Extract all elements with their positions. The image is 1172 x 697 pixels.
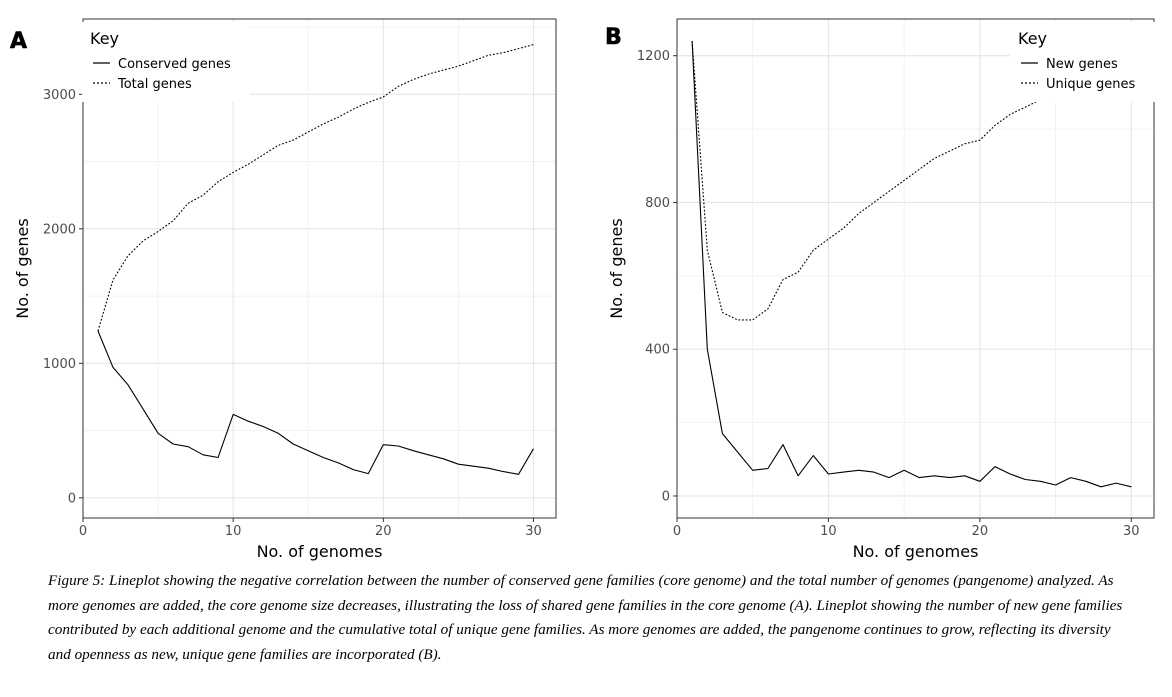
panel-a: A 0 10 20 30 0 1000 2000 3000 No. of genomes No… (10, 18, 557, 561)
legend-label-unique-genes: Unique genes (1046, 77, 1135, 92)
y-tick-label: 800 (645, 196, 670, 211)
y-tick-label: 1200 (637, 49, 670, 64)
y-tick-label: 2000 (43, 222, 76, 237)
plot-lines (691, 40, 1132, 488)
panel-label-b: B (605, 25, 622, 50)
legend-title: Key (90, 29, 119, 48)
legend-background (82, 22, 250, 102)
legend-label-new-genes: New genes (1046, 57, 1118, 72)
x-tick-label: 30 (1123, 524, 1140, 539)
axes: 0 10 20 30 0 400 800 1200 (637, 49, 1140, 539)
series-line-conserved-genes (97, 330, 534, 475)
plot-lines (97, 44, 534, 475)
x-tick-label: 10 (225, 524, 242, 539)
x-tick-label: 20 (375, 524, 392, 539)
legend: Key New genes Unique genes (1010, 22, 1160, 102)
y-tick-label: 400 (645, 343, 670, 358)
x-tick-label: 0 (673, 524, 681, 539)
legend-background (1010, 22, 1160, 102)
legend-label-total-genes: Total genes (117, 77, 192, 92)
legend: Key Conserved genes Total genes (82, 22, 250, 102)
legend-label-conserved-genes: Conserved genes (118, 57, 231, 72)
x-tick-label: 10 (820, 524, 837, 539)
y-tick-label: 0 (662, 489, 670, 504)
y-tick-label: 1000 (43, 357, 76, 372)
y-tick-label: 3000 (43, 88, 76, 103)
panel-b: B 0 10 20 30 0 400 800 1200 No. of genomes No. … (605, 18, 1160, 561)
figure-caption: Figure 5: Lineplot showing the negative … (48, 572, 1123, 663)
panel-label-a: A (10, 29, 27, 54)
grid-minor (677, 19, 1154, 518)
legend-title: Key (1018, 29, 1047, 48)
grid-major (676, 19, 1154, 518)
series-line-total-genes (97, 44, 534, 332)
plot-frame (82, 18, 557, 519)
x-tick-label: 30 (525, 524, 542, 539)
axes: 0 10 20 30 0 1000 2000 3000 (43, 88, 542, 539)
x-axis-label: No. of genomes (257, 542, 383, 561)
series-line-new-genes (691, 40, 1132, 488)
y-tick-label: 0 (68, 491, 76, 506)
x-axis-label: No. of genomes (853, 542, 979, 561)
y-axis-label: No. of genes (607, 218, 626, 318)
x-tick-label: 20 (972, 524, 989, 539)
plot-frame (676, 18, 1155, 519)
x-tick-label: 0 (79, 524, 87, 539)
grid-major (82, 19, 556, 518)
y-axis-label: No. of genes (13, 218, 32, 318)
